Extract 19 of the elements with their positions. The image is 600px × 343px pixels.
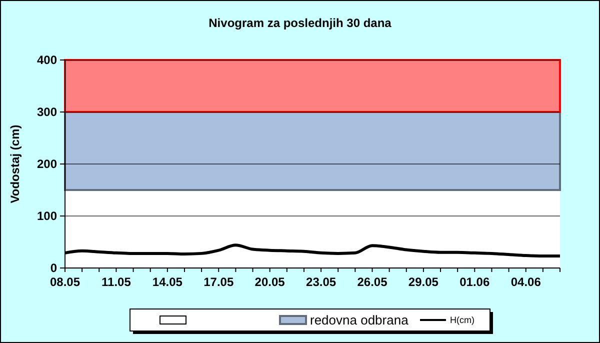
x-tick-label: 29.05 — [408, 275, 439, 289]
y-tick-label: 300 — [36, 105, 58, 120]
y-tick-label: 100 — [36, 209, 58, 224]
x-tick-label: 17.05 — [204, 275, 234, 289]
y-tick-label: 0 — [50, 261, 58, 276]
x-tick-label: 11.05 — [102, 275, 132, 289]
x-tick-label: 20.05 — [254, 275, 286, 289]
x-tick-label: 01.06 — [460, 275, 490, 289]
legend-label: redovna odbrana — [310, 312, 410, 328]
y-tick-label: 200 — [36, 157, 58, 172]
x-tick-label: 04.06 — [510, 275, 542, 289]
y-axis-title: Vodostaj (cm) — [8, 124, 22, 204]
y-tick-label: 400 — [36, 53, 58, 68]
x-tick-label: 08.05 — [50, 275, 80, 289]
x-tick-label: 26.05 — [357, 275, 388, 289]
legend-label: H(cm) — [450, 315, 474, 326]
x-tick-label: 23.05 — [306, 275, 336, 289]
chart-title: Nivogram za poslednjih 30 dana — [208, 16, 392, 30]
x-tick-label: 14.05 — [152, 275, 183, 289]
